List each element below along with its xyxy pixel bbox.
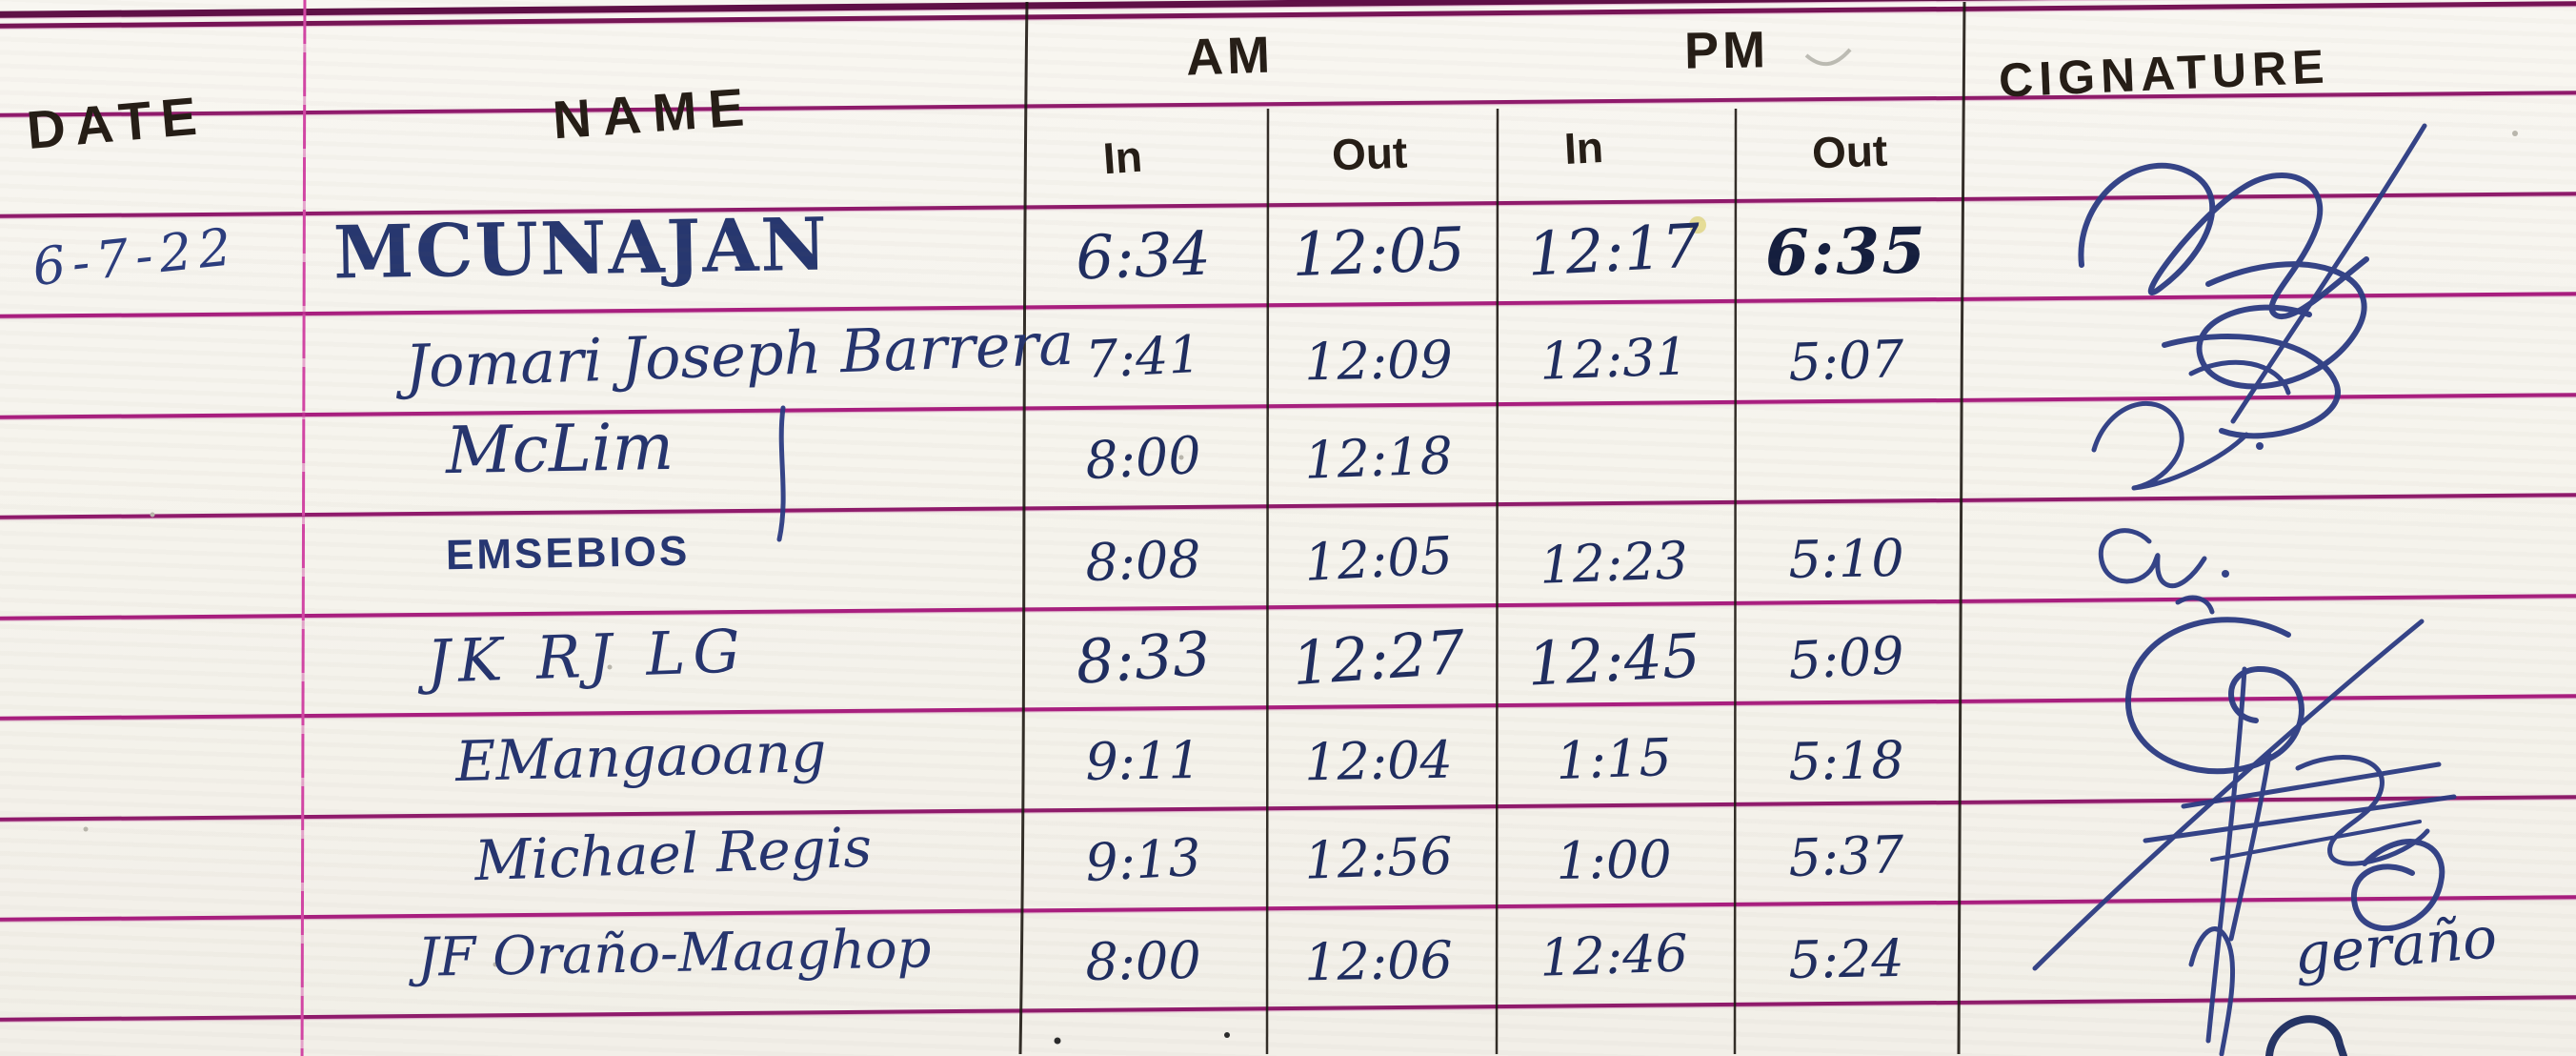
pen-descender: [776, 405, 786, 542]
time-am-in: 8:00: [1084, 929, 1202, 992]
signature-scribble: [2228, 752, 2272, 942]
time-pm-in: 12:17: [1525, 210, 1702, 290]
column-header-signature: CIGNATURE: [1997, 39, 2331, 108]
signature-scribble: [2188, 359, 2291, 396]
signature-scribble: [2230, 123, 2427, 424]
name-entry-3: McLim: [445, 409, 674, 490]
ink-dot: [2222, 570, 2229, 578]
time-am-out: 12:18: [1303, 424, 1454, 491]
speck: [83, 826, 89, 832]
name-entry-4: EMSEBIOS: [445, 527, 691, 579]
time-pm-out: 5:10: [1787, 527, 1905, 590]
column-header-date: DATE: [24, 84, 209, 161]
margin-line: [300, 0, 307, 1056]
signature-scribble: [2188, 926, 2236, 1056]
signature-scribble: [2098, 528, 2207, 588]
signature-scribble: [2295, 755, 2430, 866]
column-header-pm-out: Out: [1811, 125, 1889, 178]
time-pm-out: 5:09: [1786, 624, 1906, 691]
signature-scribble: [2124, 617, 2304, 775]
signature-strike: [2143, 794, 2457, 843]
time-am-out: 12:56: [1303, 824, 1454, 891]
time-am-out: 12:05: [1291, 213, 1466, 290]
time-pm-out: 6:35: [1764, 213, 1928, 291]
name-entry-6: EMangaoang: [454, 719, 828, 795]
faint-pencil-mark: [1804, 48, 1852, 66]
name-entry-8: JF Oraño-Maaghop: [416, 918, 932, 989]
time-am-out: 12:05: [1302, 524, 1455, 593]
column-header-pm-in: In: [1562, 121, 1605, 174]
signature-scribble: [2091, 400, 2249, 491]
time-pm-in: 12:45: [1525, 619, 1702, 700]
time-pm-in: 12:31: [1539, 325, 1689, 392]
signature-scribble: [2196, 261, 2367, 390]
name-entry-2: Jomari Joseph Barrera: [403, 308, 1076, 402]
time-am-in: 6:34: [1075, 218, 1212, 293]
speck: [2512, 131, 2518, 136]
name-entry-1: MCUNAJAN: [332, 201, 830, 295]
time-pm-in: 12:23: [1539, 529, 1689, 596]
time-am-out: 12:06: [1303, 929, 1454, 992]
ink-dot: [2256, 442, 2264, 450]
time-pm-out: 5:37: [1787, 823, 1905, 888]
time-am-in: 8:00: [1083, 424, 1203, 491]
signature-strike: [2210, 820, 2422, 862]
time-am-in: 8:33: [1073, 618, 1214, 698]
column-header-am-out: Out: [1331, 127, 1409, 180]
time-am-out: 12:04: [1303, 729, 1454, 792]
column-header-am-in: In: [1101, 131, 1144, 184]
name-entry-7: Michael Regis: [473, 814, 874, 894]
ink-dot: [1054, 1037, 1061, 1045]
time-am-in: 8:08: [1084, 528, 1202, 593]
time-pm-in: 1:00: [1555, 828, 1673, 891]
time-am-out: 12:09: [1303, 329, 1454, 392]
signature-scribble: [2162, 333, 2341, 439]
time-pm-out: 5:07: [1787, 328, 1905, 393]
ink-dot: [1224, 1032, 1230, 1038]
time-pm-in: 1:15: [1555, 726, 1673, 791]
time-pm-out: 5:18: [1787, 729, 1905, 792]
column-header-name: NAME: [551, 75, 757, 151]
time-am-in: 7:41: [1083, 323, 1203, 390]
time-pm-out: 5:24: [1787, 927, 1905, 990]
signature-descender: [2205, 666, 2247, 1044]
time-am-in: 9:11: [1084, 729, 1202, 792]
date-entry: 6-7-22: [30, 215, 241, 298]
time-am-out: 12:27: [1289, 617, 1468, 699]
time-pm-in: 12:46: [1539, 922, 1689, 988]
column-header-am: AM: [1184, 26, 1276, 87]
column-header-pm: PM: [1683, 21, 1770, 80]
time-am-in: 9:13: [1083, 826, 1203, 893]
signature-partial-loop: [2265, 1015, 2347, 1056]
name-entry-5: JK RJ LG: [425, 616, 749, 697]
signature-text: geraño: [2291, 904, 2500, 989]
